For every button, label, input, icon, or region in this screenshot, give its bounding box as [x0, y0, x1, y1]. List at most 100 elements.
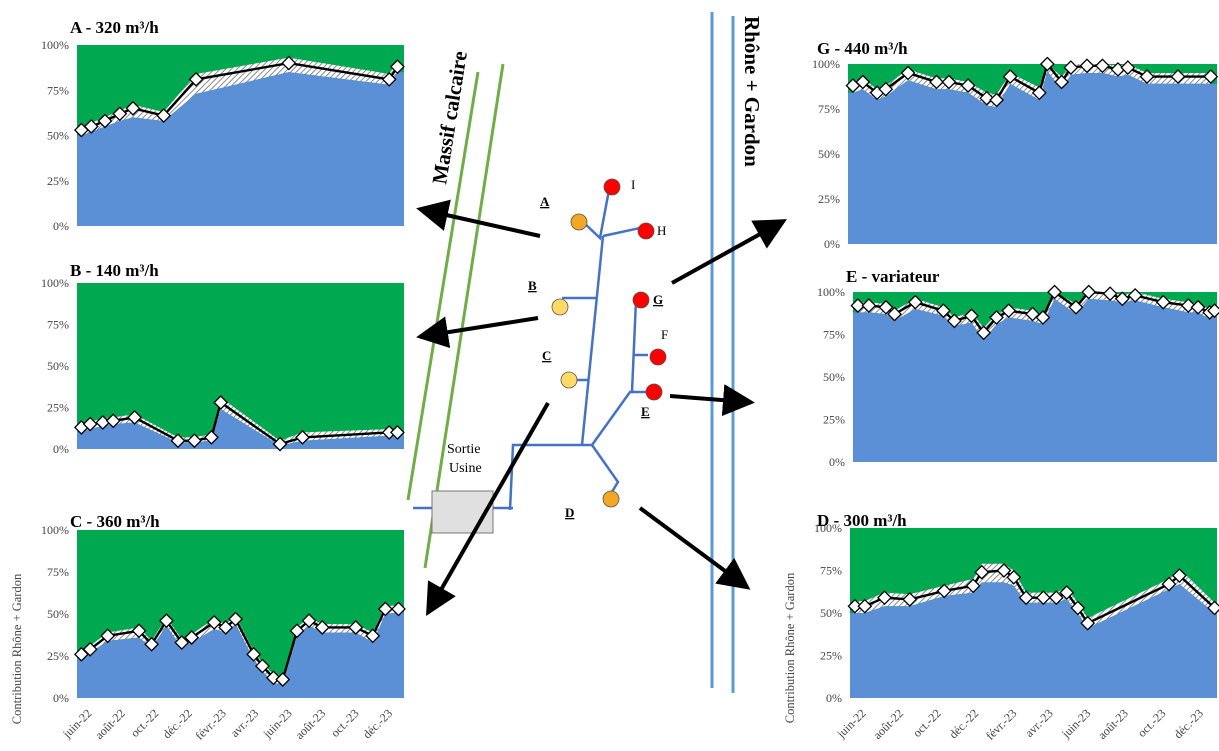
well-label-I: I: [631, 177, 635, 192]
rhone-gardon-area: [77, 409, 404, 449]
massif-label: Massif calcaire: [427, 49, 472, 185]
y-tick-label: 25%: [820, 649, 842, 663]
data-point-marker: [1031, 85, 1047, 101]
factory-outlet-label-1: Sortie: [447, 442, 480, 457]
well-label-G: G: [653, 292, 663, 307]
data-point-marker: [156, 108, 172, 124]
chart-title-G: G - 440 m³/h: [817, 39, 908, 58]
x-tick-label: déc.-23: [360, 706, 395, 741]
y-tick-label: 50%: [47, 359, 69, 373]
y-tick-label: 100%: [812, 57, 840, 71]
data-point-marker: [1081, 284, 1097, 300]
data-point-marker: [204, 429, 219, 445]
well-marker-B[interactable]: [551, 298, 569, 316]
uncertainty-band: [852, 64, 1211, 108]
well-marker-D[interactable]: [602, 490, 620, 508]
data-point-marker: [935, 303, 951, 319]
arrow-to-chart-B: [416, 316, 539, 349]
y-tick-label: 25%: [823, 413, 845, 427]
data-point-marker: [272, 436, 288, 452]
y-tick-label: 25%: [47, 649, 69, 663]
y-tick-label: 100%: [41, 38, 69, 52]
data-point-marker: [1190, 299, 1206, 315]
data-point-marker: [218, 620, 234, 635]
data-point-marker: [1002, 69, 1018, 85]
y-tick-label: 0%: [824, 237, 840, 251]
x-tick-label: déc.-23: [1171, 706, 1206, 741]
pointer-arrows: [416, 199, 787, 616]
x-tick-label: avr.-23: [1022, 706, 1056, 740]
arrow-to-chart-D: [638, 506, 751, 590]
data-point-marker: [1006, 569, 1022, 585]
y-tick-label: 100%: [817, 285, 845, 299]
data-point-marker: [82, 641, 98, 657]
data-point-marker: [1001, 303, 1017, 319]
data-point-marker: [127, 410, 143, 425]
data-point-marker: [83, 119, 99, 134]
data-point-marker: [188, 71, 204, 87]
well-marker-A[interactable]: [570, 213, 588, 231]
massif-boundary-line-outer: [423, 63, 505, 569]
contribution-line: [80, 607, 399, 681]
well-label-D: D: [565, 505, 574, 520]
chart-panel-G: 100% 75% 50% 25% 0% G - 440 m³/h: [812, 39, 1219, 251]
data-point-marker: [391, 601, 406, 617]
data-point-marker: [186, 433, 202, 449]
data-point-marker: [996, 563, 1012, 578]
data-point-marker: [1172, 568, 1187, 584]
data-point-marker: [855, 74, 871, 90]
well-label-A: A: [540, 194, 550, 209]
well-marker-C[interactable]: [560, 371, 578, 389]
data-point-marker: [206, 614, 222, 630]
y-tick-label: 75%: [47, 565, 69, 579]
y-tick-label: 75%: [823, 328, 845, 342]
y-tick-label: 50%: [818, 147, 840, 161]
data-point-marker: [1180, 298, 1196, 314]
data-point-marker: [144, 636, 160, 652]
data-point-marker: [965, 578, 981, 594]
chart-panels: 100%75%50%25%0%A - 320 m³/h100%75%50%25%…: [10, 18, 1219, 743]
well-marker-H[interactable]: [637, 222, 655, 240]
well-label-B: B: [528, 278, 537, 293]
data-point-marker: [1054, 74, 1070, 90]
data-point-marker: [847, 598, 863, 614]
chart-title-E: E - variateur: [846, 267, 940, 286]
data-point-marker: [1079, 58, 1095, 74]
data-point-marker: [850, 298, 866, 314]
data-point-marker: [878, 81, 894, 97]
data-point-marker: [1102, 286, 1118, 302]
well-marker-G[interactable]: [632, 291, 650, 309]
well-marker-F[interactable]: [649, 348, 667, 366]
data-point-marker: [1039, 56, 1055, 72]
data-point-marker: [184, 630, 200, 645]
y-tick-label: 75%: [47, 318, 69, 332]
arrow-to-chart-G: [671, 219, 787, 285]
data-point-marker: [1120, 60, 1136, 76]
data-point-marker: [1048, 590, 1064, 606]
data-point-marker: [1080, 615, 1096, 631]
data-point-marker: [1155, 294, 1171, 310]
y-tick-label: 25%: [47, 401, 69, 415]
data-point-marker: [275, 672, 291, 687]
data-point-marker: [902, 591, 918, 607]
uncertainty-band: [854, 563, 1215, 629]
data-point-marker: [97, 113, 113, 129]
y-axis-label: Contribution Rhône + Gardon: [783, 572, 797, 723]
data-point-marker: [1035, 590, 1051, 606]
x-tick-label: août-23: [1095, 706, 1131, 742]
well-marker-I[interactable]: [603, 178, 621, 196]
data-point-marker: [1070, 600, 1086, 616]
x-tick-label: juin-22: [833, 706, 868, 741]
data-point-marker: [936, 583, 952, 599]
rhone-gardon-area: [77, 72, 404, 227]
rhone-gardon-area: [848, 71, 1217, 244]
data-point-marker: [1018, 590, 1034, 606]
chart-title-B: B - 140 m³/h: [70, 261, 159, 280]
well-marker-E[interactable]: [645, 383, 663, 401]
factory-outlet-label-2: Usine: [449, 461, 482, 476]
x-tick-label: déc.-22: [160, 706, 195, 741]
x-tick-label: oct.-23: [1135, 706, 1169, 740]
y-tick-label: 75%: [818, 102, 840, 116]
data-point-marker: [174, 635, 190, 650]
